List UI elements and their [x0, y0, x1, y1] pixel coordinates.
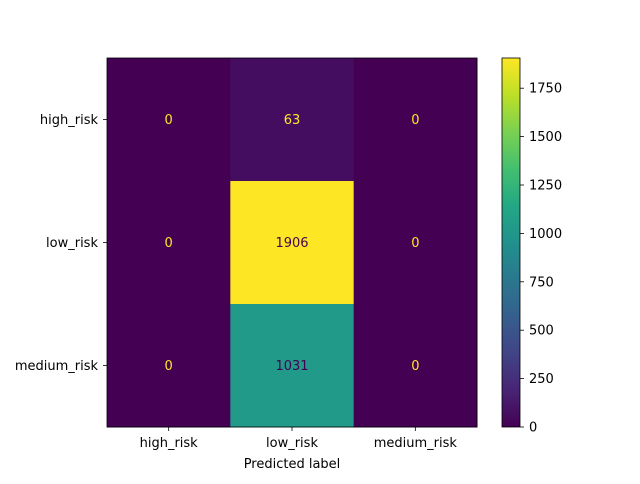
colorbar-tick-label: 1000: [529, 227, 562, 242]
cell-value-label: 0: [165, 113, 173, 128]
y-tick-label: high_risk: [40, 113, 99, 128]
colorbar-tick-label: 1500: [529, 130, 562, 145]
colorbar: [501, 57, 521, 428]
colorbar-tick-label: 250: [529, 372, 554, 387]
y-tick-label: low_risk: [46, 236, 98, 251]
cell-value-label: 1031: [275, 359, 308, 374]
x-axis-label: Predicted label: [244, 457, 341, 472]
cell-medium_risk-high_risk: [107, 304, 231, 428]
colorbar-tick-label: 1250: [529, 179, 562, 194]
x-tick-label: medium_risk: [374, 436, 458, 451]
cell-value-label: 1906: [275, 236, 308, 251]
colorbar-tick-label: 1750: [529, 82, 562, 97]
cell-high_risk-medium_risk: [353, 58, 478, 182]
cell-value-label: 63: [284, 113, 301, 128]
cell-low_risk-medium_risk: [353, 181, 478, 305]
colorbar-tick-label: 500: [529, 324, 554, 339]
cell-medium_risk-low_risk: [230, 304, 355, 428]
cell-value-label: 0: [411, 113, 419, 128]
cell-value-label: 0: [411, 359, 419, 374]
y-tick-label: medium_risk: [15, 359, 99, 374]
cell-value-label: 0: [411, 236, 419, 251]
cell-high_risk-high_risk: [107, 58, 231, 182]
x-tick-label: low_risk: [266, 436, 318, 451]
cell-low_risk-low_risk: [230, 181, 355, 305]
colorbar-tick-label: 750: [529, 275, 554, 290]
cell-medium_risk-medium_risk: [353, 304, 478, 428]
cell-value-label: 0: [165, 236, 173, 251]
cell-low_risk-high_risk: [107, 181, 231, 305]
x-tick-label: high_risk: [140, 436, 199, 451]
cell-value-label: 0: [165, 359, 173, 374]
colorbar-tick-label: 0: [529, 421, 537, 436]
cell-high_risk-low_risk: [230, 58, 355, 182]
